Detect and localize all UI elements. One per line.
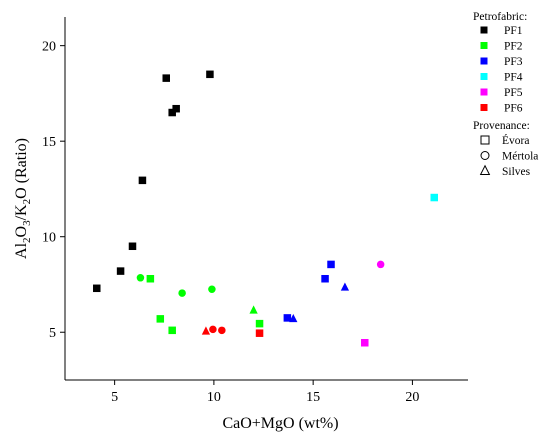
data-point-pf6-circle xyxy=(218,326,226,335)
data-point-pf2-circle xyxy=(178,289,186,297)
axes: 5 10 15 20 5 10 15 20 CaO+MgO (wt%) Al2O3/K2O (Ra… xyxy=(13,17,468,432)
data-point-pf3-triangle xyxy=(340,282,350,291)
x-tick-label: 15 xyxy=(306,390,320,405)
legend-marker-pf1 xyxy=(480,26,488,34)
data-point-pf3-triangle xyxy=(289,313,298,323)
data-point-pf2-square xyxy=(168,326,176,335)
legend-marker-circle xyxy=(480,151,490,160)
legend-marker-pf6 xyxy=(480,104,488,111)
y-tick-label: 10 xyxy=(42,231,56,246)
x-tick-label: 10 xyxy=(207,390,221,405)
data-point-pf2-square xyxy=(255,319,264,328)
data-point-pf5-circle xyxy=(376,260,385,269)
data-point-pf1-square xyxy=(138,176,147,185)
legend-label-pf4: PF4 xyxy=(504,72,523,84)
data-point-pf1-square xyxy=(93,284,101,293)
data-point-pf1-square xyxy=(116,267,125,275)
data-point-pf1-square xyxy=(206,70,214,79)
legend-label-pf5: PF5 xyxy=(504,87,523,99)
data-point-pf6-square xyxy=(255,329,264,337)
legend-label-pf3: PF3 xyxy=(504,56,523,68)
legend-marker-pf3 xyxy=(480,57,488,65)
legend-label-provenance: Mértola xyxy=(502,151,538,163)
data-point-pf4-square xyxy=(430,193,439,202)
data-point-pf6-triangle xyxy=(201,326,211,335)
data-point-pf3-square xyxy=(283,314,292,322)
y-tick-label: 20 xyxy=(42,40,56,55)
data-point-pf1-square xyxy=(168,108,176,117)
data-point-pf2-square xyxy=(156,315,165,323)
legend-label-pf6: PF6 xyxy=(504,103,523,115)
data-point-pf3-square xyxy=(327,260,335,269)
legend-label-provenance: Évora xyxy=(502,133,529,147)
legend-marker-triangle xyxy=(479,164,491,176)
data-point-pf2-square xyxy=(146,274,155,283)
legend-marker-pf4 xyxy=(480,73,488,80)
legend-title-provenance: Provenance: xyxy=(473,120,530,132)
legend-marker-square xyxy=(480,135,490,145)
data-point-pf1-square xyxy=(162,74,170,82)
legend-label-pf1: PF1 xyxy=(504,25,523,37)
data-point-pf2-circle xyxy=(208,285,216,293)
legend-label-pf2: PF2 xyxy=(504,41,523,53)
data-points xyxy=(93,70,439,347)
legend-title-petrofabric: Petrofabric: xyxy=(473,11,527,23)
data-point-pf1-square xyxy=(172,104,180,113)
x-tick-label: 20 xyxy=(405,390,419,405)
legend: Petrofabric: PF1 PF2 PF3 PF4 PF5 PF6 Provenance… xyxy=(473,11,538,178)
x-axis-label: CaO+MgO (wt%) xyxy=(222,415,338,432)
data-point-pf2-circle xyxy=(136,274,145,282)
legend-label-provenance: Silves xyxy=(502,166,531,178)
y-tick-label: 15 xyxy=(42,135,56,150)
data-point-pf2-triangle xyxy=(249,305,258,314)
data-point-pf1-square xyxy=(128,242,137,251)
data-point-pf3-square xyxy=(321,274,329,283)
legend-marker-pf5 xyxy=(480,88,488,96)
x-tick-label: 5 xyxy=(111,390,118,405)
y-axis-label: Al2O3/K2O (Ratio) xyxy=(13,138,33,259)
data-point-pf5-square xyxy=(361,338,369,347)
data-point-pf6-circle xyxy=(209,325,217,334)
y-tick-label: 5 xyxy=(49,326,56,341)
legend-marker-pf2 xyxy=(480,42,488,49)
